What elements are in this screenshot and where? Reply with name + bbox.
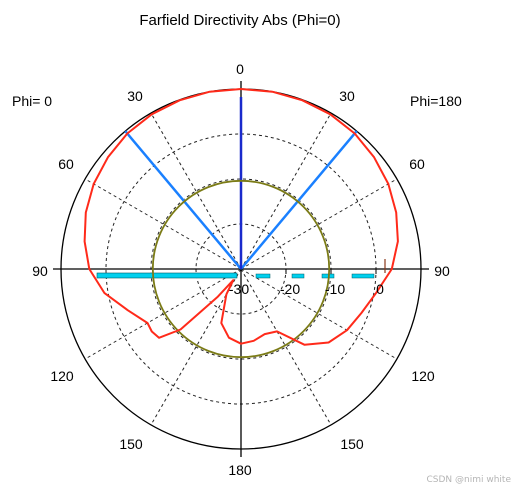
phi-left-label: Phi= 0 — [12, 93, 52, 109]
grid-spoke-150 — [240, 268, 332, 426]
series-layer — [83, 88, 399, 359]
width-circle — [151, 179, 331, 359]
angle-label-left-120: 120 — [50, 368, 74, 384]
angle-label-right-150: 150 — [340, 436, 364, 452]
side-lobe-marker-left — [96, 272, 238, 279]
grid-spoke-300 — [84, 178, 242, 270]
watermark: CSDN @nimi white — [427, 475, 512, 485]
angle-label-left-150: 150 — [119, 436, 143, 452]
markers — [96, 97, 386, 279]
grid-spoke-330 — [150, 112, 242, 270]
angle-label-right-120: 120 — [411, 368, 435, 384]
angular-width-marker-right — [240, 130, 358, 270]
side-lobe-marker-dash-1 — [255, 273, 271, 279]
grid-spoke-120 — [240, 268, 398, 360]
side-lobe-marker-dash-4 — [351, 273, 375, 279]
angle-label-0: 0 — [236, 61, 244, 77]
angle-label-right-30: 30 — [339, 88, 355, 104]
radial-tick-label-minus-20: -20 — [280, 281, 300, 297]
chart-title: Farfield Directivity Abs (Phi=0) — [139, 12, 340, 29]
grid-spoke-60 — [240, 178, 398, 270]
angle-label-right-60: 60 — [409, 156, 425, 172]
grid-spoke-30 — [240, 112, 332, 270]
radial-tick-label-minus-10: -10 — [325, 281, 345, 297]
side-lobe-marker-dash-2 — [291, 273, 305, 279]
angle-label-180: 180 — [228, 462, 252, 478]
angle-label-left-30: 30 — [127, 88, 143, 104]
grid-spoke-240 — [84, 268, 242, 360]
phi-right-label: Phi=180 — [410, 93, 462, 109]
angle-label-left-60: 60 — [58, 156, 74, 172]
angle-label-left-90: 90 — [32, 263, 48, 279]
radial-tick-label-minus-30: -30 — [229, 281, 249, 297]
angular-width-marker-left — [124, 130, 242, 270]
radial-tick-label-0: 0 — [376, 281, 384, 297]
angle-label-right-90: 90 — [434, 263, 450, 279]
directivity-curve — [83, 88, 399, 346]
